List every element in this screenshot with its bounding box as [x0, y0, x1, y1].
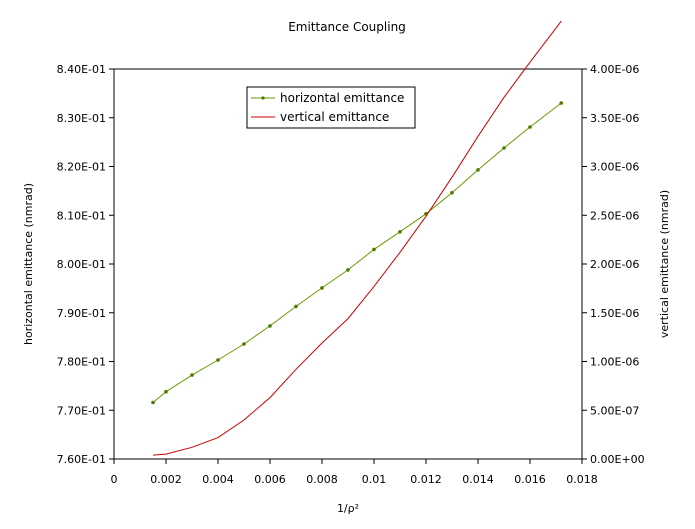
x-tick-label: 0.014 — [462, 473, 494, 486]
left-tick-label: 7.90E-01 — [57, 307, 106, 320]
right-tick-label: 1.50E-06 — [590, 307, 639, 320]
series-line-horizontal-emittance — [152, 102, 562, 403]
left-tick-label: 8.30E-01 — [57, 112, 106, 125]
x-tick-label: 0.018 — [566, 473, 598, 486]
x-axis-label: 1/ρ² — [337, 502, 359, 515]
point-horizontal-emittance — [450, 191, 454, 195]
x-tick-label: 0.01 — [362, 473, 387, 486]
left-tick-label: 8.40E-01 — [57, 63, 106, 76]
point-horizontal-emittance — [216, 358, 220, 362]
right-tick-label: 3.50E-06 — [590, 112, 639, 125]
point-horizontal-emittance — [294, 304, 298, 309]
x-tick-label: 0.002 — [150, 473, 182, 486]
legend-label-horizontal: horizontal emittance — [280, 91, 404, 105]
point-horizontal-emittance — [559, 101, 563, 105]
point-horizontal-emittance — [372, 247, 376, 252]
right-tick-label: 0.00E+00 — [590, 453, 645, 466]
point-horizontal-emittance — [502, 146, 506, 150]
left-tick-label: 8.10E-01 — [57, 209, 106, 222]
x-tick-label: 0.016 — [514, 473, 546, 486]
legend-box — [246, 86, 416, 129]
left-tick-label: 7.70E-01 — [57, 404, 106, 417]
chart-title: Emittance Coupling — [288, 20, 406, 34]
right-tick-label: 2.00E-06 — [590, 258, 639, 271]
series-line-vertical-emittance — [152, 20, 562, 456]
x-tick-label: 0.004 — [202, 473, 234, 486]
left-tick-label: 7.60E-01 — [57, 453, 106, 466]
y2-axis-label: vertical emittance (nmrad) — [658, 190, 671, 338]
point-horizontal-emittance — [151, 400, 155, 405]
point-horizontal-emittance — [164, 389, 168, 394]
right-tick-label: 1.00E-06 — [590, 356, 639, 369]
point-horizontal-emittance — [346, 268, 350, 272]
x-tick-label: 0.012 — [410, 473, 442, 486]
y-axis-label: horizontal emittance (nmrad) — [22, 183, 35, 345]
x-tick-label: 0.006 — [254, 473, 286, 486]
left-tick-label: 8.00E-01 — [57, 258, 106, 271]
right-tick-label: 2.50E-06 — [590, 209, 639, 222]
left-axis-ticks: 7.60E-01 7.70E-01 7.80E-01 7.90E-01 8.00E-01… — [57, 63, 114, 466]
x-tick-label: 0 — [111, 473, 118, 486]
point-horizontal-emittance — [190, 373, 194, 377]
point-horizontal-emittance — [320, 286, 324, 290]
left-tick-label: 8.20E-01 — [57, 161, 106, 174]
x-axis-ticks: 0 0.002 0.004 0.006 0.008 0.01 0.012 0.014 0.016… — [111, 459, 598, 486]
left-tick-label: 7.80E-01 — [57, 356, 106, 369]
right-tick-label: 4.00E-06 — [590, 63, 639, 76]
point-horizontal-emittance — [268, 324, 272, 328]
legend-label-vertical: vertical emittance — [280, 110, 389, 124]
right-axis-ticks: 0.00E+00 5.00E-07 1.00E-06 1.50E-06 2.00E-06… — [582, 63, 645, 466]
point-horizontal-emittance — [528, 125, 532, 129]
legend: horizontal emittance vertical emittance — [246, 86, 416, 129]
right-tick-label: 5.00E-07 — [590, 404, 639, 417]
legend-marker-horizontal — [261, 96, 265, 100]
point-horizontal-emittance — [476, 168, 480, 172]
x-tick-label: 0.008 — [306, 473, 338, 486]
point-horizontal-emittance — [242, 342, 246, 346]
point-horizontal-emittance — [398, 230, 402, 234]
series-layer — [151, 20, 563, 456]
right-tick-label: 3.00E-06 — [590, 161, 639, 174]
